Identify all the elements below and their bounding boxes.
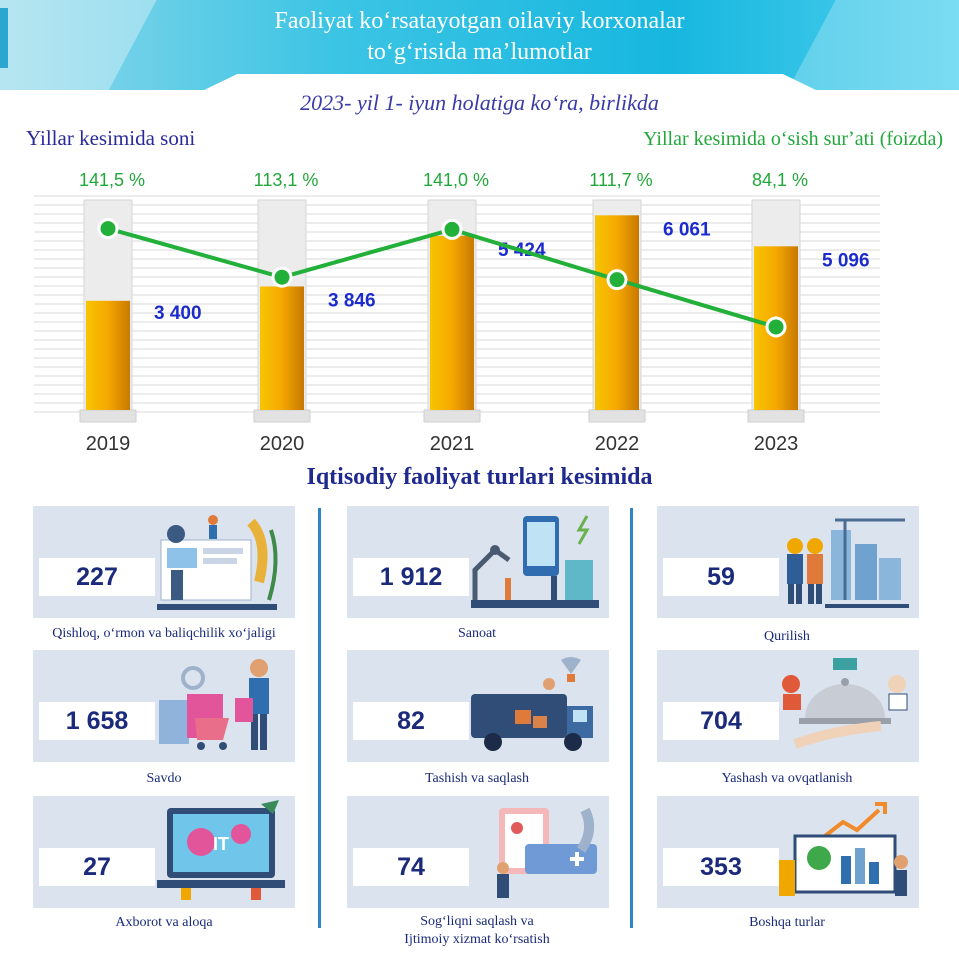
bar-base xyxy=(253,409,311,423)
construction-icon xyxy=(787,518,909,608)
sector-tile-agriculture: 227 xyxy=(33,506,295,618)
bar-base xyxy=(747,409,805,423)
growth-value-label: 141,0 % xyxy=(423,170,489,190)
sector-tile-construction: 59 xyxy=(657,506,919,618)
sector-tile-hospitality: 704 xyxy=(657,650,919,762)
hospitality-icon xyxy=(782,658,908,749)
page-subtitle: 2023- yil 1- iyun holatiga koʻra, birlik… xyxy=(300,90,659,115)
bar-2022 xyxy=(595,215,639,410)
growth-point xyxy=(441,218,463,240)
sector-caption: Sogʻliqni saqlash va Ijtimoiy xizmat koʻ… xyxy=(404,914,550,947)
growth-point xyxy=(271,266,293,288)
bar-value-label: 3 846 xyxy=(328,290,376,311)
bar-base xyxy=(79,409,137,423)
trade-icon xyxy=(159,659,269,750)
bar-value-label: 5 096 xyxy=(822,250,870,271)
sector-tile-transport: 82 xyxy=(347,650,609,762)
sector-value: 227 xyxy=(39,558,155,596)
growth-value-label: 111,7 % xyxy=(589,170,652,190)
sector-caption: Boshqa turlar xyxy=(749,915,825,930)
transport-icon xyxy=(471,657,593,751)
sector-caption: Savdo xyxy=(146,771,182,786)
bar-2020 xyxy=(260,286,304,410)
x-tick-label: 2020 xyxy=(260,433,305,455)
section-title: Iqtisodiy faoliyat turlari kesimida xyxy=(306,464,653,490)
sector-tile-other: 353 xyxy=(657,796,919,908)
column-separator xyxy=(630,508,633,928)
header-banner: Faoliyat koʻrsatayotgan oilaviy korxonal… xyxy=(0,0,959,90)
sector-value: 59 xyxy=(663,558,779,596)
other-icon xyxy=(779,802,908,896)
growth-point xyxy=(97,218,119,240)
it-icon: IT xyxy=(157,800,285,900)
growth-value-label: 113,1 % xyxy=(254,170,319,190)
count-label: Yillar kesimida soni xyxy=(26,126,196,150)
sector-tile-health: 74 xyxy=(347,796,609,908)
banner-ribbon xyxy=(200,74,820,90)
sector-tile-it: 27 IT xyxy=(33,796,295,908)
bar-value-label: 6 061 xyxy=(663,219,711,240)
sector-caption: Qishloq, oʻrmon va baliqchilik xoʻjaligi xyxy=(52,626,276,641)
bar-2021 xyxy=(430,235,474,410)
sector-value: 1 658 xyxy=(39,702,155,740)
industry-icon xyxy=(471,515,599,608)
bar-2019 xyxy=(86,300,130,410)
growth-point xyxy=(606,269,628,291)
sector-caption: Qurilish xyxy=(764,629,810,644)
growth-value-label: 141,5 % xyxy=(79,170,145,190)
agriculture-icon xyxy=(157,515,278,610)
sector-value: 1 912 xyxy=(353,558,469,596)
sector-tile-industry: 1 912 xyxy=(347,506,609,618)
x-tick-label: 2021 xyxy=(430,433,475,455)
banner-stripe xyxy=(0,8,8,68)
sector-value: 704 xyxy=(663,702,779,740)
sector-caption: Yashash va ovqatlanish xyxy=(721,771,853,786)
bar-value-label: 3 400 xyxy=(154,303,202,324)
column-separator xyxy=(318,508,321,928)
sector-caption: Tashish va saqlash xyxy=(424,771,529,786)
bar-base xyxy=(588,409,646,423)
sector-value: 27 xyxy=(39,848,155,886)
growth-point xyxy=(765,316,787,338)
x-tick-label: 2022 xyxy=(595,433,640,455)
page-title: Faoliyat koʻrsatayotgan oilaviy korxonal… xyxy=(274,8,685,65)
x-tick-label: 2023 xyxy=(754,433,799,455)
health-icon xyxy=(497,807,597,898)
growth-value-label: 84,1 % xyxy=(752,170,808,190)
sector-value: 353 xyxy=(663,848,779,886)
sector-caption: Axborot va aloqa xyxy=(115,915,213,930)
growth-label: Yillar kesimida oʻsish surʼati (foizda) xyxy=(643,128,943,150)
sector-tile-trade: 1 658 xyxy=(33,650,295,762)
sector-value: 74 xyxy=(353,848,469,886)
sector-value: 82 xyxy=(353,702,469,740)
bar-base xyxy=(423,409,481,423)
sector-caption: Sanoat xyxy=(457,626,497,641)
svg-text:IT: IT xyxy=(213,834,229,854)
x-tick-label: 2019 xyxy=(86,433,131,455)
